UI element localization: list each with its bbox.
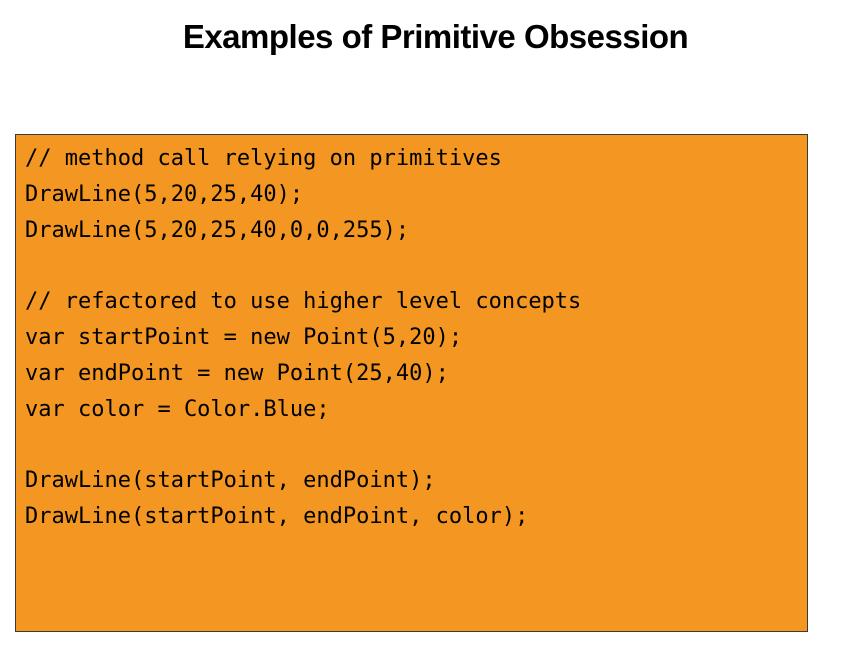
code-blank-line: [25, 427, 807, 463]
code-blank-line: [25, 248, 807, 284]
code-line: var startPoint = new Point(5,20);: [25, 324, 463, 350]
code-line: DrawLine(startPoint, endPoint, color);: [25, 503, 529, 529]
code-line: DrawLine(5,20,25,40);: [25, 181, 304, 207]
code-line: DrawLine(startPoint, endPoint);: [25, 468, 436, 494]
code-block: // method call relying on primitives Dra…: [15, 134, 808, 632]
code-line: DrawLine(5,20,25,40,0,0,255);: [25, 217, 410, 243]
slide-title: Examples of Primitive Obsession: [182, 18, 689, 55]
code-comment-line: // method call relying on primitives: [25, 146, 502, 171]
code-line: var color = Color.Blue;: [25, 396, 330, 422]
code-comment-line: // refactored to use higher level concep…: [25, 289, 582, 315]
code-line: var endPoint = new Point(25,40);: [25, 360, 449, 386]
